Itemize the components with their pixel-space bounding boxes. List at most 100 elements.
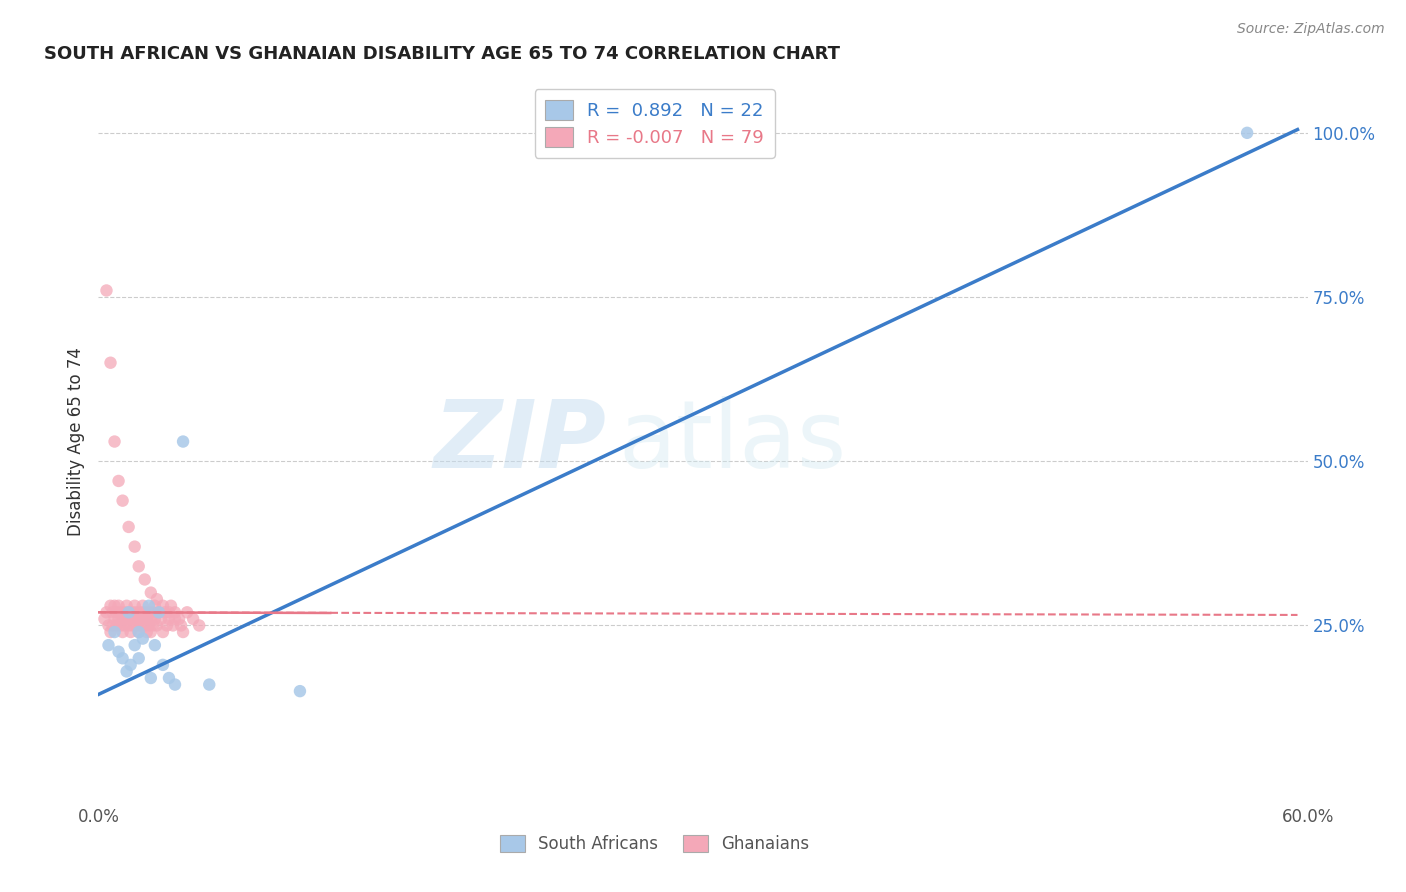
Point bbox=[167, 612, 190, 626]
Point bbox=[157, 671, 180, 685]
Text: ZIP: ZIP bbox=[433, 395, 606, 488]
Point bbox=[146, 592, 169, 607]
Point bbox=[115, 665, 138, 679]
Point bbox=[121, 618, 143, 632]
Point bbox=[125, 618, 148, 632]
Point bbox=[96, 284, 118, 298]
Point bbox=[142, 605, 165, 619]
Point bbox=[103, 599, 125, 613]
Point bbox=[176, 605, 198, 619]
Point bbox=[111, 651, 134, 665]
Point bbox=[142, 618, 165, 632]
Point bbox=[138, 605, 160, 619]
Point bbox=[100, 599, 122, 613]
Point bbox=[157, 605, 180, 619]
Point bbox=[172, 625, 194, 640]
Point bbox=[128, 625, 150, 640]
Point bbox=[139, 612, 162, 626]
Point bbox=[101, 618, 124, 632]
Point bbox=[105, 618, 128, 632]
Point bbox=[172, 434, 194, 449]
Point bbox=[101, 605, 124, 619]
Point bbox=[134, 605, 156, 619]
Point bbox=[163, 677, 186, 691]
Point bbox=[139, 585, 162, 599]
Point bbox=[97, 638, 120, 652]
Point bbox=[198, 677, 221, 691]
Point bbox=[152, 625, 174, 640]
Point bbox=[100, 625, 122, 640]
Point bbox=[118, 605, 141, 619]
Point bbox=[134, 573, 156, 587]
Point bbox=[152, 599, 174, 613]
Point bbox=[111, 612, 134, 626]
Point bbox=[128, 612, 150, 626]
Point bbox=[111, 625, 134, 640]
Point bbox=[110, 618, 132, 632]
Point bbox=[181, 612, 204, 626]
Point bbox=[138, 618, 160, 632]
Point bbox=[129, 618, 152, 632]
Point bbox=[124, 599, 146, 613]
Point bbox=[114, 605, 136, 619]
Point bbox=[135, 612, 157, 626]
Point bbox=[103, 612, 125, 626]
Point bbox=[115, 599, 138, 613]
Point bbox=[124, 638, 146, 652]
Point bbox=[105, 605, 128, 619]
Y-axis label: Disability Age 65 to 74: Disability Age 65 to 74 bbox=[66, 347, 84, 536]
Point bbox=[110, 605, 132, 619]
Point bbox=[170, 618, 193, 632]
Point bbox=[148, 605, 170, 619]
Point bbox=[132, 632, 155, 646]
Point bbox=[100, 356, 122, 370]
Point bbox=[118, 618, 141, 632]
Point bbox=[157, 612, 180, 626]
Text: SOUTH AFRICAN VS GHANAIAN DISABILITY AGE 65 TO 74 CORRELATION CHART: SOUTH AFRICAN VS GHANAIAN DISABILITY AGE… bbox=[44, 45, 839, 63]
Point bbox=[107, 645, 129, 659]
Point bbox=[148, 605, 170, 619]
Point bbox=[162, 618, 184, 632]
Point bbox=[115, 612, 138, 626]
Point bbox=[121, 605, 143, 619]
Point bbox=[138, 599, 160, 613]
Point bbox=[160, 599, 183, 613]
Point bbox=[188, 618, 211, 632]
Point bbox=[118, 520, 141, 534]
Point bbox=[143, 638, 166, 652]
Point bbox=[96, 605, 118, 619]
Point bbox=[124, 612, 146, 626]
Point bbox=[132, 599, 155, 613]
Point bbox=[143, 599, 166, 613]
Point bbox=[163, 612, 186, 626]
Point bbox=[97, 618, 120, 632]
Point bbox=[134, 618, 156, 632]
Point bbox=[103, 625, 125, 640]
Point bbox=[146, 618, 169, 632]
Point bbox=[139, 671, 162, 685]
Point bbox=[156, 618, 179, 632]
Point bbox=[107, 474, 129, 488]
Point bbox=[129, 605, 152, 619]
Point bbox=[139, 625, 162, 640]
Point bbox=[163, 605, 186, 619]
Point bbox=[1236, 126, 1258, 140]
Point bbox=[120, 625, 142, 640]
Point bbox=[128, 651, 150, 665]
Point bbox=[149, 612, 172, 626]
Point bbox=[128, 625, 150, 640]
Text: atlas: atlas bbox=[619, 395, 846, 488]
Legend: South Africans, Ghanaians: South Africans, Ghanaians bbox=[494, 828, 817, 860]
Point bbox=[114, 618, 136, 632]
Point bbox=[120, 612, 142, 626]
Point bbox=[128, 559, 150, 574]
Point bbox=[120, 657, 142, 672]
Text: Source: ZipAtlas.com: Source: ZipAtlas.com bbox=[1237, 22, 1385, 37]
Point bbox=[103, 434, 125, 449]
Point bbox=[125, 605, 148, 619]
Point bbox=[288, 684, 311, 698]
Point bbox=[124, 540, 146, 554]
Point bbox=[143, 612, 166, 626]
Point bbox=[135, 625, 157, 640]
Point bbox=[93, 612, 115, 626]
